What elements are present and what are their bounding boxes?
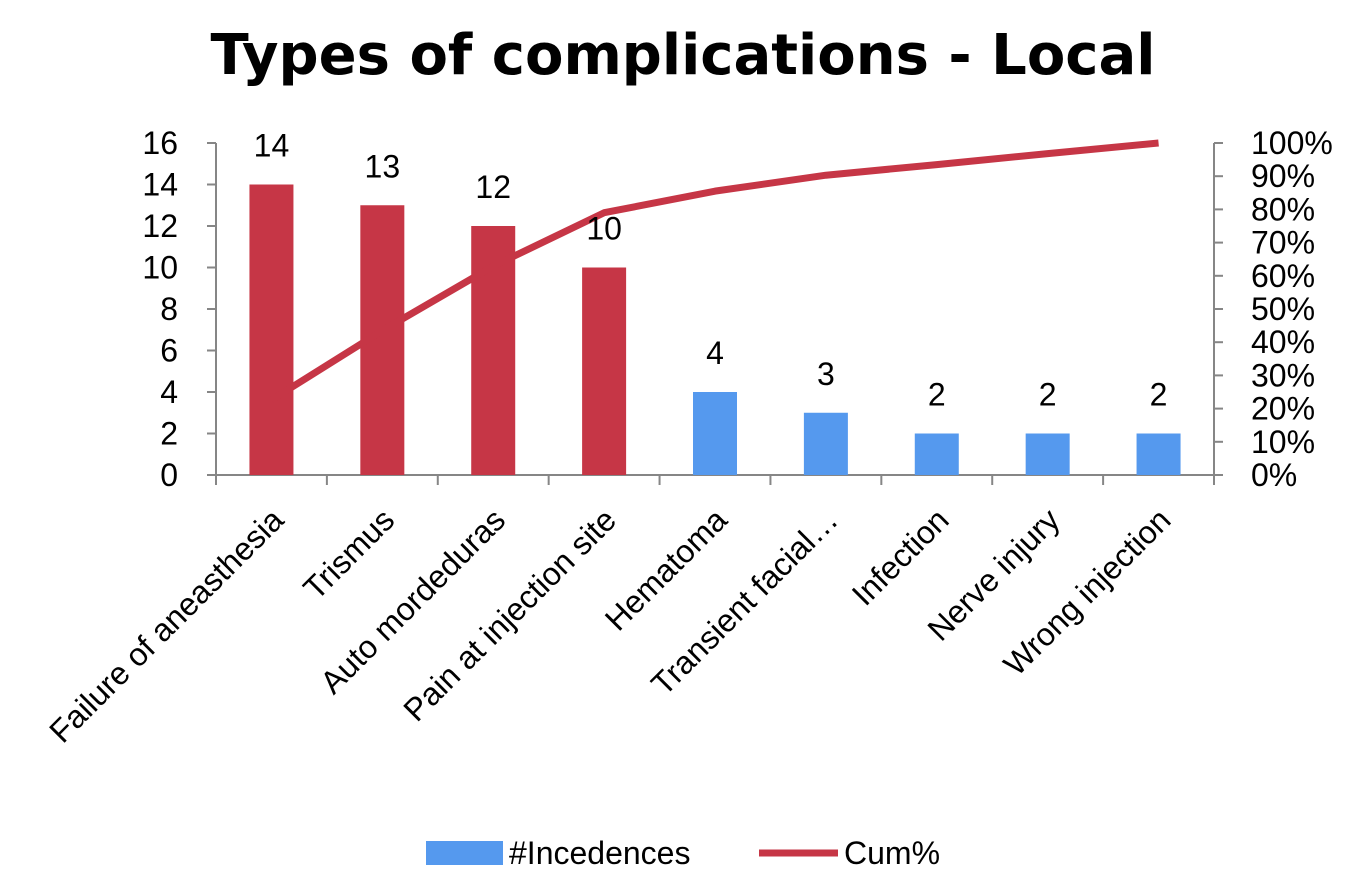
x-axis-category-label: Infection (845, 501, 956, 612)
bar (803, 412, 848, 475)
x-axis-category-label: Failure of aneasthesia (42, 501, 290, 749)
bar-data-label: 2 (928, 377, 946, 413)
right-axis-tick-label: 40% (1251, 324, 1315, 360)
left-axis-tick-label: 0 (160, 457, 178, 493)
bar-data-label: 14 (254, 128, 290, 164)
right-axis-tick-label: 0% (1251, 457, 1297, 493)
legend: #Incedences Cum% (426, 835, 940, 871)
cumulative-percent-line (269, 139, 1159, 403)
left-axis-tick-label: 16 (142, 125, 178, 161)
bar (249, 184, 294, 475)
right-axis-tick-label: 50% (1251, 291, 1315, 327)
x-axis-category-label: Trismus (296, 501, 401, 606)
left-axis-tick-label: 12 (142, 208, 178, 244)
bar (693, 392, 737, 475)
right-axis-tick-label: 10% (1251, 424, 1315, 460)
data-labels-layer: 14 13 12 10 4 3 2 2 2 (254, 128, 1168, 413)
right-axis-tick-label: 60% (1251, 258, 1315, 294)
right-axis-tick-label: 100% (1251, 125, 1333, 161)
legend-label-incedences: #Incedences (509, 835, 690, 871)
bar-data-label: 13 (365, 148, 401, 184)
bars-layer (249, 184, 1181, 475)
x-axis-category-label: Transient facial… (644, 501, 845, 702)
right-axis-tick-label: 80% (1251, 191, 1315, 227)
x-axis-category-label: Pain at injection site (396, 501, 623, 728)
bar (582, 267, 627, 475)
right-axis-tick-label: 30% (1251, 357, 1315, 393)
left-axis-tick-label: 14 (142, 167, 178, 203)
bar-data-label: 3 (817, 356, 835, 392)
legend-swatch-incedences (426, 841, 503, 865)
left-axis-tick-label: 6 (160, 333, 178, 369)
bar-data-label: 12 (475, 169, 511, 205)
bar-data-label: 4 (706, 335, 724, 371)
legend-label-cum-percent: Cum% (844, 835, 940, 871)
left-axis-tick-label: 4 (160, 374, 178, 410)
left-axis-tick-label: 2 (160, 416, 178, 452)
bar (1025, 433, 1070, 475)
bar-data-label: 2 (1039, 377, 1057, 413)
right-axis-tick-label: 90% (1251, 158, 1315, 194)
right-axis-tick-label: 70% (1251, 225, 1315, 261)
bar-data-label: 10 (586, 211, 622, 247)
left-axis-tick-label: 10 (142, 250, 178, 286)
cumulative-line-layer (269, 139, 1159, 403)
x-axis-category-label: Auto mordeduras (313, 501, 512, 700)
bar (914, 433, 959, 475)
bar-data-label: 2 (1150, 377, 1168, 413)
right-axis-tick-label: 20% (1251, 391, 1315, 427)
bar (1136, 433, 1181, 475)
left-axis-tick-label: 8 (160, 291, 178, 327)
chart-title: Types of complications - Local (211, 23, 1156, 88)
